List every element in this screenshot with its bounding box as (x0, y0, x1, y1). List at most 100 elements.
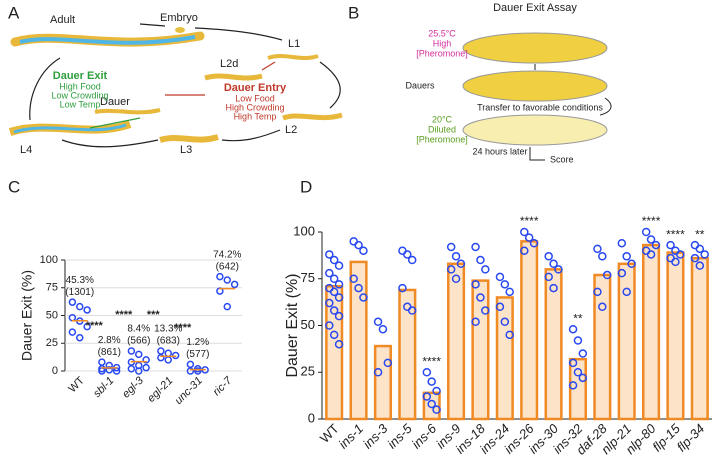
dish (462, 114, 608, 146)
data-point (568, 358, 578, 368)
data-point (349, 274, 358, 283)
label: Transfer to favorable conditions (477, 102, 603, 112)
data-point (325, 268, 334, 278)
value-label: 45.3% (66, 275, 94, 286)
data-point (157, 347, 165, 355)
data-point (334, 280, 344, 289)
data-point (98, 358, 106, 366)
bar (398, 288, 417, 421)
data-point (329, 306, 339, 315)
data-point (573, 336, 583, 345)
data-point (432, 386, 441, 396)
entry-title: Dauer Entry (224, 82, 287, 94)
bar (520, 240, 539, 421)
data-point (500, 317, 510, 327)
x-tick-label: ins-1 (336, 421, 367, 452)
data-point (373, 317, 383, 327)
data-point (76, 333, 84, 342)
data-point (373, 368, 383, 377)
count-label: (566) (127, 336, 150, 347)
data-point (135, 350, 143, 359)
y-tick-label: 50 (301, 317, 315, 332)
exit-conditions: Dauer Exit High Food Low Crowding Low Te… (51, 70, 108, 109)
significance: **** (520, 214, 539, 228)
dish (462, 70, 608, 102)
stage-label: L4 (20, 144, 32, 156)
data-point (432, 405, 441, 414)
data-point (598, 302, 607, 312)
panel-letter: A (8, 3, 20, 22)
bar (593, 273, 612, 421)
data-point (157, 353, 165, 362)
arrows (529, 64, 612, 161)
data-point (334, 261, 344, 270)
data-point (495, 302, 505, 312)
data-point (690, 240, 700, 250)
data-point (334, 311, 344, 321)
data-point (471, 280, 480, 289)
data-point (568, 324, 578, 334)
x-tick-label: sbl-1 (91, 375, 116, 400)
data-point (422, 392, 432, 401)
panel-a: A Adult Embryo L1 L2d L2 L3 L4 Dauer Dau… (8, 3, 343, 156)
data-point (700, 250, 709, 259)
data-point (378, 324, 388, 334)
panel-letter: B (348, 3, 359, 22)
data-point (676, 250, 685, 259)
significance: **** (115, 309, 133, 321)
condition: 20°C (432, 114, 453, 124)
stage-label: L2 (285, 124, 297, 136)
count-label: (642) (216, 261, 239, 272)
data-point (544, 272, 553, 282)
x-tick-label: WT (66, 374, 87, 395)
data-point (325, 298, 334, 308)
worm (13, 123, 127, 134)
dish (462, 32, 608, 64)
data-point (349, 237, 358, 246)
panel-letter: C (8, 177, 20, 196)
data-point (695, 261, 705, 270)
data-point (325, 250, 334, 259)
exit-item: High Food (59, 81, 101, 91)
data-point (481, 265, 490, 274)
label: Score (550, 154, 574, 164)
data-point (627, 259, 636, 269)
data-point (617, 238, 627, 248)
bar (544, 268, 563, 421)
data-point (383, 358, 393, 368)
data-point (481, 306, 490, 315)
significance: ** (573, 311, 583, 325)
data-point (329, 274, 339, 283)
data-point (651, 240, 661, 250)
data-point (529, 238, 539, 248)
data-point (544, 252, 553, 261)
data-point (359, 246, 368, 255)
entry-item: High Temp (234, 111, 277, 121)
stage-label: L2d (220, 58, 238, 70)
x-tick-label: egl-3 (120, 374, 146, 400)
data-point (505, 330, 514, 340)
significance: **** (422, 354, 441, 368)
data-point (568, 381, 578, 390)
data-point (230, 280, 239, 289)
data-point (578, 349, 588, 358)
data-point (164, 356, 172, 364)
data-point (446, 242, 456, 252)
data-point (622, 287, 631, 297)
x-tick-label: unc-31 (173, 375, 205, 407)
significance: ** (695, 227, 705, 241)
data-point (451, 274, 461, 283)
data-point (602, 270, 612, 280)
data-point (471, 317, 480, 327)
condition: [Pheromone] (416, 134, 468, 144)
value-label: 13.3% (154, 324, 182, 335)
data-point (500, 280, 510, 289)
data-point (127, 347, 136, 355)
data-point (142, 363, 150, 372)
data-point (578, 373, 588, 383)
bar (495, 296, 514, 421)
data-point (471, 242, 480, 252)
data-point (359, 293, 368, 302)
data-point (422, 368, 432, 377)
